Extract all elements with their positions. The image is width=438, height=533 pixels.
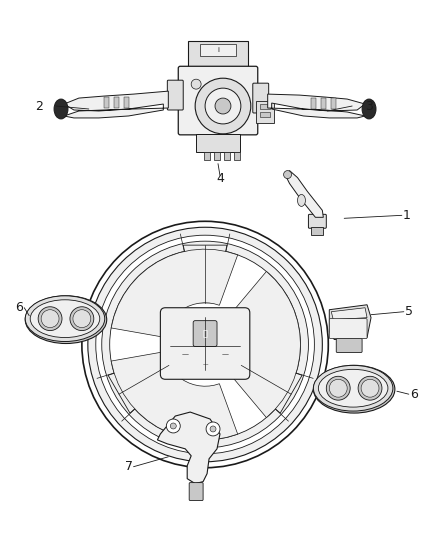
Text: 4: 4 xyxy=(216,172,224,185)
Bar xyxy=(234,152,240,160)
Polygon shape xyxy=(111,352,238,440)
FancyBboxPatch shape xyxy=(336,338,362,352)
Ellipse shape xyxy=(362,99,376,119)
Ellipse shape xyxy=(25,296,105,342)
Circle shape xyxy=(166,419,180,433)
Circle shape xyxy=(206,422,220,436)
Circle shape xyxy=(41,310,59,328)
Text: i: i xyxy=(217,47,219,53)
Ellipse shape xyxy=(314,365,393,411)
Circle shape xyxy=(88,227,322,462)
Polygon shape xyxy=(183,245,227,303)
Bar xyxy=(256,101,274,123)
Bar xyxy=(331,98,336,109)
Polygon shape xyxy=(331,308,367,320)
Ellipse shape xyxy=(54,99,68,119)
Polygon shape xyxy=(236,357,302,413)
Polygon shape xyxy=(268,94,365,118)
Text: 5: 5 xyxy=(405,305,413,318)
Bar xyxy=(214,152,220,160)
Circle shape xyxy=(70,307,94,330)
Polygon shape xyxy=(64,91,168,118)
Text: —: — xyxy=(182,351,189,358)
Bar xyxy=(260,112,270,117)
Text: 7: 7 xyxy=(124,460,133,473)
Bar xyxy=(114,97,119,108)
FancyBboxPatch shape xyxy=(189,482,203,500)
Polygon shape xyxy=(157,412,220,483)
FancyBboxPatch shape xyxy=(160,308,250,379)
Bar xyxy=(321,98,326,109)
Ellipse shape xyxy=(297,195,305,206)
Ellipse shape xyxy=(30,300,100,337)
Polygon shape xyxy=(108,357,174,413)
FancyBboxPatch shape xyxy=(253,83,268,113)
FancyBboxPatch shape xyxy=(178,66,258,135)
FancyBboxPatch shape xyxy=(167,80,183,110)
FancyBboxPatch shape xyxy=(193,321,217,346)
Bar xyxy=(124,97,129,108)
Bar xyxy=(204,152,210,160)
Circle shape xyxy=(210,426,216,432)
Circle shape xyxy=(361,379,379,397)
Bar xyxy=(260,104,270,109)
Text: 6: 6 xyxy=(15,301,23,314)
Polygon shape xyxy=(111,249,238,337)
Circle shape xyxy=(205,88,241,124)
Text: —: — xyxy=(222,351,229,358)
FancyBboxPatch shape xyxy=(311,227,323,235)
Circle shape xyxy=(195,78,251,134)
Circle shape xyxy=(73,310,91,328)
FancyBboxPatch shape xyxy=(308,214,326,228)
Circle shape xyxy=(283,171,292,179)
Bar xyxy=(196,134,240,152)
Polygon shape xyxy=(232,271,300,417)
Bar xyxy=(104,97,109,108)
Text: 3: 3 xyxy=(365,100,373,112)
Text: 🔱: 🔱 xyxy=(203,329,208,338)
Circle shape xyxy=(38,307,62,330)
Bar xyxy=(200,44,236,56)
Circle shape xyxy=(110,249,300,440)
Polygon shape xyxy=(286,171,323,217)
Text: 6: 6 xyxy=(410,387,418,401)
Circle shape xyxy=(82,221,328,468)
Text: 1: 1 xyxy=(403,209,411,222)
Circle shape xyxy=(170,423,176,429)
Circle shape xyxy=(215,98,231,114)
Text: —: — xyxy=(202,362,208,367)
Circle shape xyxy=(191,79,201,89)
Ellipse shape xyxy=(314,365,395,413)
Ellipse shape xyxy=(25,296,107,343)
Polygon shape xyxy=(329,305,371,340)
Text: 2: 2 xyxy=(35,100,43,112)
Circle shape xyxy=(358,376,382,400)
Circle shape xyxy=(96,235,314,454)
Circle shape xyxy=(326,376,350,400)
FancyBboxPatch shape xyxy=(188,42,248,71)
Ellipse shape xyxy=(318,369,388,407)
Bar xyxy=(224,152,230,160)
FancyBboxPatch shape xyxy=(329,319,367,338)
Bar xyxy=(311,98,316,109)
Circle shape xyxy=(102,241,308,448)
Circle shape xyxy=(329,379,347,397)
